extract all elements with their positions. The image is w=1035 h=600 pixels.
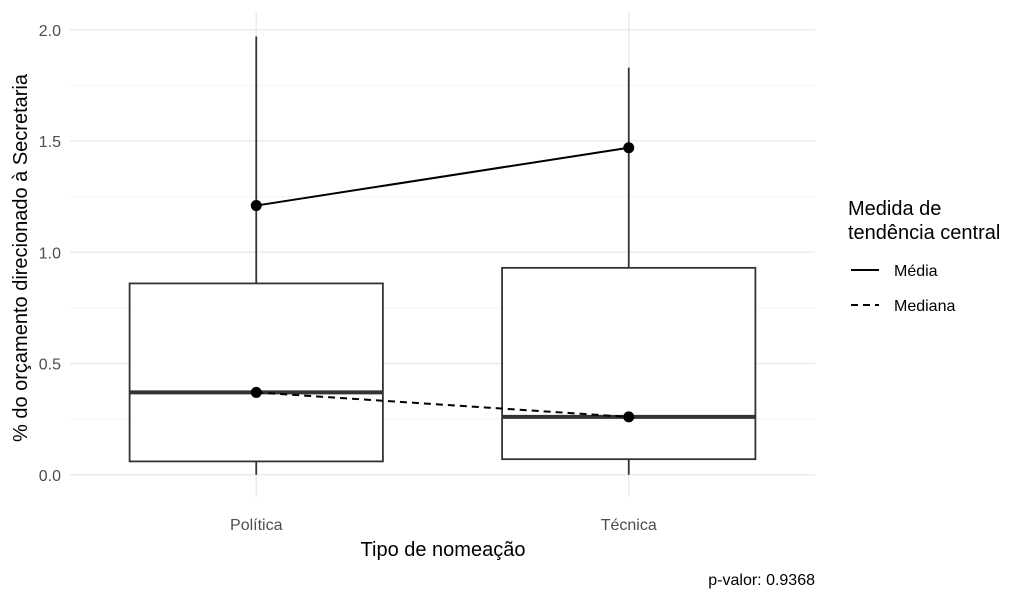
box-group — [128, 36, 757, 475]
legend-title-line1: Medida de — [848, 198, 941, 220]
series-group — [250, 142, 635, 423]
series-line — [256, 391, 629, 418]
box-body — [501, 266, 757, 461]
legend-title-line2: tendência central — [848, 222, 1000, 244]
x-tick-label: Política — [230, 517, 283, 534]
legend-label: Média — [894, 263, 938, 280]
y-tick-label: 2.0 — [39, 23, 61, 40]
y-tick-label: 1.5 — [39, 134, 61, 151]
box-body — [128, 282, 384, 463]
y-tick-label: 1.0 — [39, 245, 61, 262]
y-axis-title: % do orçamento direcionado à Secretaria — [10, 73, 32, 442]
p-value-caption: p-valor: 0.9368 — [708, 572, 815, 589]
series-point — [250, 386, 262, 398]
x-tick-labels: Política Técnica — [230, 517, 657, 534]
series-point — [250, 200, 262, 212]
y-tick-labels: 0.0 0.5 1.0 1.5 2.0 — [39, 23, 61, 485]
series-point — [623, 411, 635, 423]
x-tick-label: Técnica — [601, 517, 657, 534]
y-tick-label: 0.5 — [39, 357, 61, 374]
series-point — [623, 142, 635, 154]
series-line — [256, 146, 629, 207]
x-axis-title: Tipo de nomeação — [361, 539, 526, 561]
y-tick-label: 0.0 — [39, 468, 61, 485]
legend: Medida de tendência central Média Mediana — [848, 198, 1000, 315]
legend-label: Mediana — [894, 298, 955, 315]
